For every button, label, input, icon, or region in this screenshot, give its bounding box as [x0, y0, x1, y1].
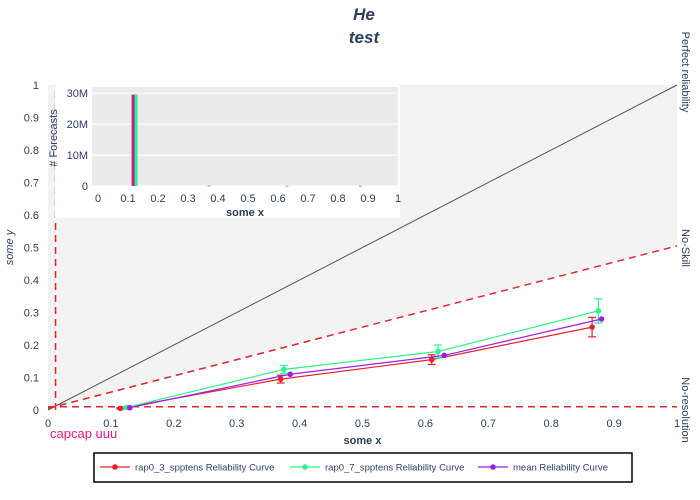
- data-point: [126, 404, 133, 411]
- title-line: He: [353, 5, 375, 24]
- x-tick-label: 0.4: [292, 418, 307, 430]
- series-line: [129, 318, 602, 409]
- y-tick-label: 0.2: [24, 340, 39, 352]
- inset-bar: [134, 94, 138, 186]
- data-point: [281, 366, 287, 373]
- legend-entry: rap0_7_spptens Reliability Curve: [325, 463, 464, 474]
- side-label: Perfect reliability: [679, 32, 691, 113]
- data-point: [287, 371, 293, 378]
- title-line: test: [349, 28, 381, 47]
- x-tick-label: 0.8: [544, 418, 559, 430]
- inset-plot-area: [92, 87, 398, 186]
- x-tick-label: 0.5: [355, 418, 370, 430]
- legend-swatch-marker: [112, 464, 118, 470]
- inset-x-tick-label: 0.3: [180, 193, 195, 205]
- data-point: [117, 405, 124, 412]
- series-line: [120, 326, 593, 409]
- y-tick-label: 1: [33, 80, 39, 92]
- y-tick-label: 0.4: [24, 275, 39, 287]
- legend-swatch-marker: [302, 464, 308, 470]
- inset-y-tick-label: 30M: [67, 88, 88, 100]
- legend-swatch-marker: [490, 464, 496, 470]
- inset-x-tick-label: 0.2: [150, 193, 165, 205]
- caption: capcap uuu: [50, 426, 117, 441]
- x-axis-title: some x: [344, 435, 383, 447]
- data-point: [595, 308, 602, 314]
- side-label: No-resolution: [679, 377, 691, 442]
- inset-x-tick-label: 0.8: [330, 193, 345, 205]
- x-tick-label: 0.6: [418, 418, 433, 430]
- y-tick-label: 0.3: [24, 308, 39, 320]
- inset-x-tick-label: 0: [95, 193, 101, 205]
- x-tick-label: 0.1: [103, 418, 118, 430]
- x-tick-label: 0: [45, 418, 51, 430]
- legend-entry: rap0_3_spptens Reliability Curve: [135, 463, 274, 474]
- inset-x-tick-label: 0.9: [360, 193, 375, 205]
- y-tick-label: 0.6: [24, 210, 39, 222]
- inset-x-tick-label: 1: [395, 193, 401, 205]
- x-tick-label: 1: [674, 418, 680, 430]
- data-point: [441, 352, 448, 359]
- y-tick-label: 0.8: [24, 145, 39, 157]
- x-tick-label: 0.7: [481, 418, 496, 430]
- perfect-reliability-line: [47, 84, 678, 411]
- y-tick-label: 0.9: [24, 113, 39, 125]
- inset-bar: [285, 185, 289, 187]
- side-label: No-Skill: [679, 229, 691, 267]
- inset-y-tick-label: 10M: [67, 150, 88, 162]
- legend: rap0_3_spptens Reliability Curve rap0_7_s…: [93, 452, 633, 483]
- no-skill-line: [47, 245, 678, 410]
- y-tick-label: 0.7: [24, 178, 39, 190]
- legend-entry: mean Reliability Curve: [513, 463, 608, 474]
- legend-box: [93, 452, 633, 483]
- inset-x-tick-label: 0.6: [270, 193, 285, 205]
- x-tick-label: 0.2: [166, 418, 181, 430]
- x-tick-label: 0.9: [606, 418, 621, 430]
- inset-y-tick-label: 0: [82, 181, 88, 193]
- data-point: [428, 356, 435, 363]
- data-point: [435, 348, 441, 355]
- y-tick-label: 0: [33, 405, 39, 417]
- inset-bar: [359, 185, 362, 187]
- x-tick-label: 0.3: [229, 418, 244, 430]
- inset-y-tick-label: 20M: [67, 119, 88, 131]
- y-tick-label: 0.1: [24, 373, 39, 385]
- y-axis-title: some y: [4, 228, 16, 265]
- data-point: [277, 376, 284, 382]
- inset-x-axis-title: some x: [226, 207, 265, 219]
- y-tick-label: 0.5: [24, 243, 39, 255]
- inset-x-tick-label: 0.1: [120, 193, 135, 205]
- inset-bar: [207, 185, 211, 187]
- inset-x-tick-label: 0.5: [240, 193, 255, 205]
- inset-y-axis-title: # Forecasts: [48, 109, 60, 167]
- data-point: [598, 316, 605, 322]
- inset-x-tick-label: 0.7: [300, 193, 315, 205]
- chart-title: He test: [349, 5, 381, 47]
- series-line: [126, 310, 599, 408]
- data-point: [589, 324, 595, 330]
- inset-x-tick-label: 0.4: [210, 193, 225, 205]
